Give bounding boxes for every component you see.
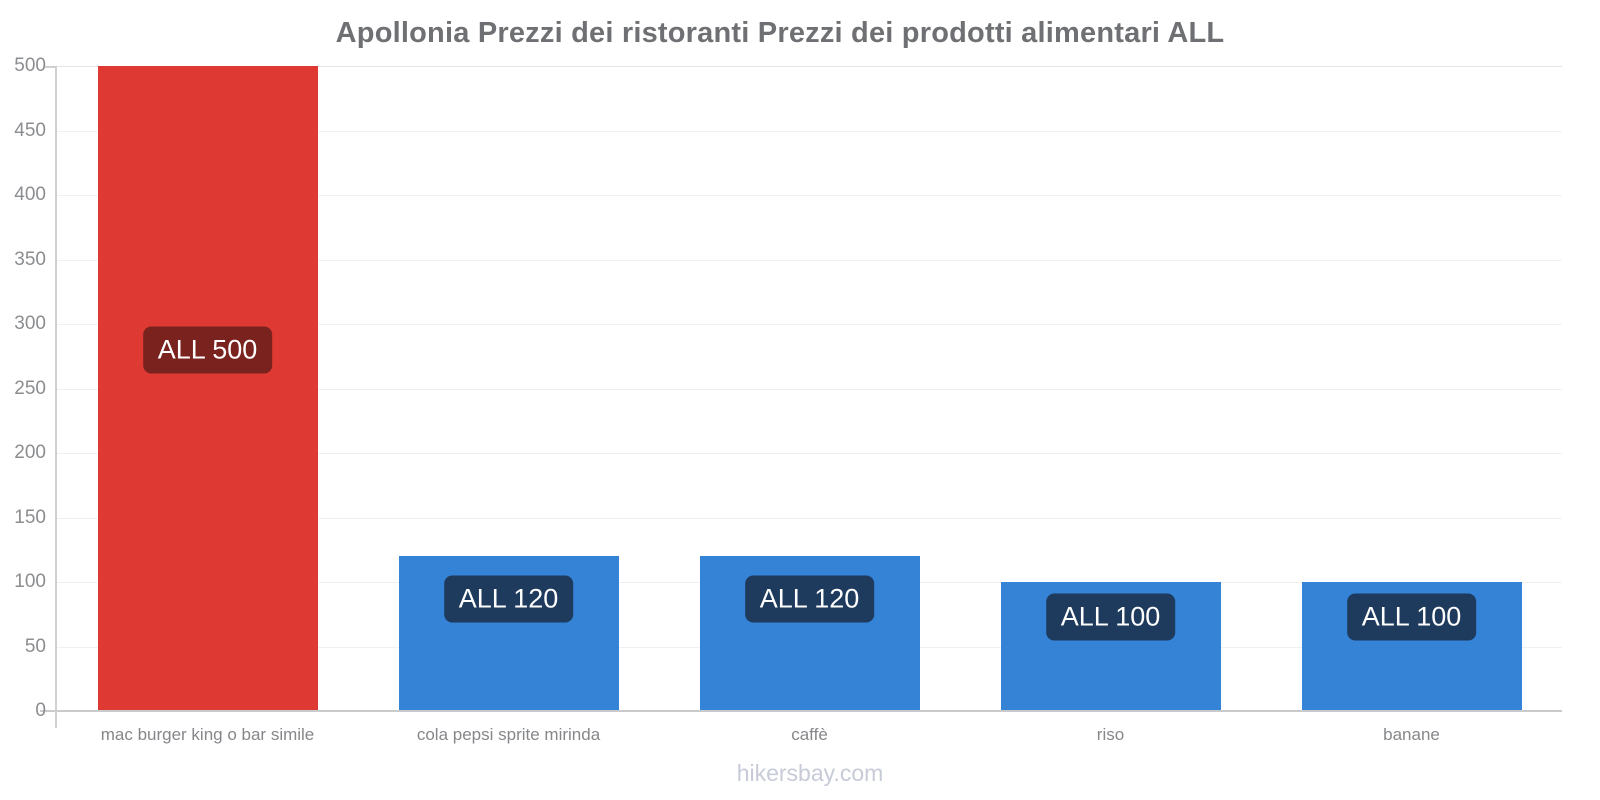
bar-value-badge-5: ALL 100: [1346, 593, 1477, 641]
gridline-500: [57, 66, 1562, 67]
y-tick-label-400: 400: [14, 184, 46, 205]
chart-title: Apollonia Prezzi dei ristoranti Prezzi d…: [335, 17, 1225, 49]
y-tick-label-100: 100: [14, 571, 46, 592]
gridline-200: [57, 453, 1562, 454]
x-axis-label-3: caffè: [791, 725, 828, 744]
plot-area: ALL 500 ALL 120 ALL 120 ALL 100 ALL 100: [40, 66, 1562, 712]
x-axis-label-1: mac burger king o bar simile: [100, 725, 315, 744]
y-tick-label-250: 250: [14, 377, 46, 399]
x-axis-label-2: cola pepsi sprite mirinda: [416, 725, 601, 744]
bar-value-badge-3: ALL 120: [744, 575, 875, 623]
y-tick-label-350: 350: [14, 248, 46, 270]
y-tick-label-0: 0: [35, 700, 46, 721]
gridline-250: [57, 388, 1562, 390]
gridline-350: [57, 259, 1562, 261]
bar-value-badge-4: ALL 100: [1045, 593, 1176, 641]
bar-1: [97, 66, 318, 711]
gridline-300: [57, 324, 1562, 325]
y-axis-top-tick: [45, 66, 57, 68]
gridline-400: [57, 195, 1562, 196]
y-tick-label-300: 300: [14, 313, 46, 334]
gridline-150: [57, 517, 1562, 519]
y-tick-label-50: 50: [24, 635, 46, 657]
bar-value-badge-2: ALL 120: [443, 575, 574, 623]
bar-value-badge-1: ALL 500: [142, 326, 273, 374]
y-tick-label-500: 500: [14, 55, 46, 76]
x-axis-label-4: riso: [1096, 725, 1125, 744]
watermark-link: hikersbay.com: [736, 760, 884, 786]
y-axis-line: [55, 66, 57, 728]
y-tick-label-200: 200: [14, 442, 46, 463]
gridline-450: [57, 130, 1562, 132]
y-tick-label-150: 150: [14, 506, 46, 528]
x-axis-label-5: banane: [1383, 725, 1440, 744]
y-tick-label-450: 450: [14, 119, 46, 141]
x-axis-line: [40, 710, 1562, 712]
